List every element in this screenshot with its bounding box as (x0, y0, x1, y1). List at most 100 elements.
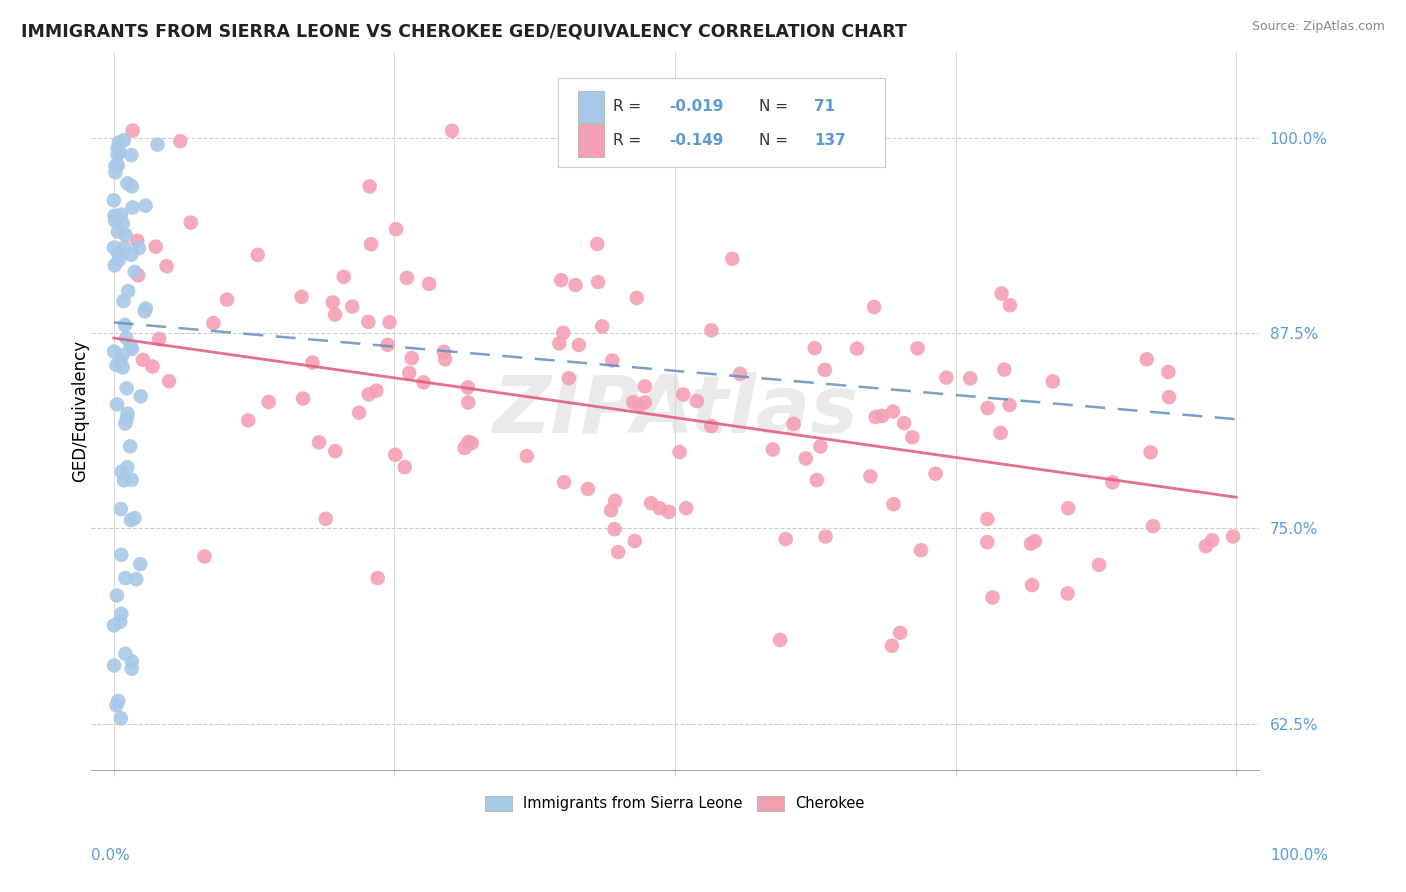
Point (516, 449, 538, 463)
Point (603, 522, 626, 536)
Point (586, 237, 609, 252)
Point (110, 607, 132, 621)
Point (127, 268, 149, 283)
Point (600, 353, 623, 368)
Point (880, 639, 903, 653)
Point (658, 505, 681, 519)
Point (453, 441, 475, 455)
Text: Source: ZipAtlas.com: Source: ZipAtlas.com (1251, 20, 1385, 33)
Point (1157, 365, 1180, 379)
Point (883, 497, 905, 511)
Point (110, 208, 132, 222)
Point (401, 351, 423, 365)
Point (107, 694, 129, 708)
Point (155, 259, 177, 273)
Point (105, 358, 128, 372)
Point (640, 496, 662, 510)
Point (870, 409, 893, 423)
Point (105, 589, 128, 603)
Point (104, 259, 127, 273)
Point (202, 316, 225, 330)
Point (124, 511, 146, 525)
Point (806, 473, 828, 487)
Point (342, 300, 364, 314)
Point (323, 444, 346, 458)
Point (115, 381, 138, 395)
Legend: Immigrants from Sierra Leone, Cherokee: Immigrants from Sierra Leone, Cherokee (479, 789, 870, 817)
Point (865, 409, 887, 424)
Point (134, 304, 156, 318)
Point (107, 141, 129, 155)
Point (110, 465, 132, 479)
Point (333, 269, 356, 284)
Point (291, 290, 314, 304)
Point (112, 294, 135, 309)
Point (993, 362, 1015, 376)
Point (893, 416, 915, 430)
Point (121, 654, 143, 668)
Point (125, 572, 148, 586)
Point (1195, 539, 1218, 553)
Point (367, 571, 389, 585)
Point (721, 252, 744, 266)
Point (120, 148, 142, 162)
Point (110, 502, 132, 516)
Point (882, 404, 904, 418)
Point (107, 252, 129, 267)
Point (315, 512, 337, 526)
Text: 100.0%: 100.0% (1271, 848, 1329, 863)
Point (550, 273, 572, 287)
Point (117, 460, 139, 475)
Point (180, 216, 202, 230)
Point (124, 265, 146, 279)
Point (700, 419, 723, 434)
Point (976, 535, 998, 549)
Point (360, 237, 382, 252)
Point (863, 300, 886, 314)
Point (433, 345, 456, 359)
Point (728, 367, 751, 381)
Point (111, 360, 134, 375)
Point (215, 293, 238, 307)
Point (626, 291, 648, 305)
Point (115, 331, 138, 345)
Point (586, 275, 609, 289)
Point (1042, 375, 1064, 389)
Point (121, 662, 143, 676)
Point (976, 401, 998, 415)
Point (623, 534, 645, 549)
Point (859, 469, 882, 483)
Point (107, 147, 129, 161)
Point (128, 241, 150, 255)
Point (148, 332, 170, 346)
Point (394, 460, 416, 475)
FancyBboxPatch shape (578, 90, 603, 123)
Point (103, 658, 125, 673)
Point (814, 529, 837, 543)
Point (107, 225, 129, 239)
Point (110, 548, 132, 562)
Point (301, 355, 323, 369)
Point (889, 625, 911, 640)
Point (576, 482, 599, 496)
Point (621, 395, 644, 409)
Point (935, 370, 957, 384)
Text: N =: N = (759, 99, 793, 114)
Point (111, 348, 134, 362)
Point (169, 134, 191, 148)
Point (998, 298, 1021, 312)
Point (803, 341, 825, 355)
Point (121, 473, 143, 487)
Point (377, 338, 399, 352)
Point (108, 136, 131, 150)
Point (121, 123, 143, 137)
Point (553, 475, 575, 490)
Point (107, 247, 129, 261)
Point (129, 557, 152, 571)
Point (110, 711, 132, 725)
Point (648, 501, 671, 516)
Point (111, 217, 134, 231)
Point (700, 323, 723, 337)
Point (1222, 529, 1244, 543)
Point (1136, 352, 1159, 367)
